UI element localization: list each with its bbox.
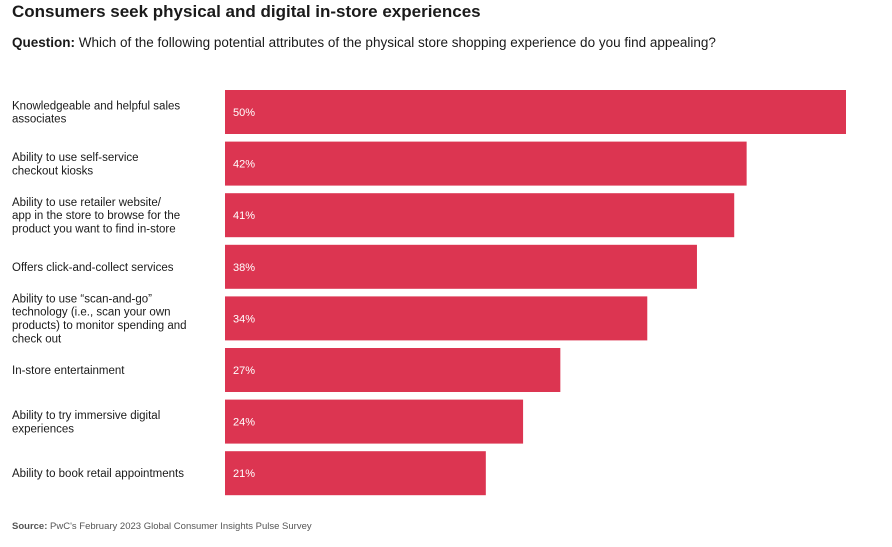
- bar-value-label: 27%: [233, 365, 255, 377]
- question-line: Question: Which of the following potenti…: [12, 35, 716, 50]
- bar-value-label: 38%: [233, 262, 255, 274]
- question-text: Which of the following potential attribu…: [78, 35, 716, 50]
- question-label: Question:: [12, 35, 75, 50]
- bar-value-label: 24%: [233, 417, 255, 429]
- bar: [225, 451, 486, 496]
- bar-value-label: 50%: [233, 107, 255, 119]
- category-label: Ability to use self-service checkout kios…: [12, 152, 139, 177]
- source-text: PwC's February 2023 Global Consumer Insi…: [50, 521, 312, 532]
- category-label: Offers click-and-collect services: [12, 262, 174, 274]
- bar: [225, 141, 747, 186]
- category-label: Ability to book retail appointments: [12, 468, 184, 480]
- bar-value-label: 21%: [233, 468, 255, 480]
- bar: [225, 193, 735, 238]
- bar: [225, 348, 561, 392]
- bar: [225, 90, 846, 134]
- bar-value-label: 34%: [233, 313, 255, 325]
- source-label: Source:: [12, 521, 48, 532]
- bar: [225, 244, 697, 289]
- bar: [225, 399, 524, 444]
- category-label: Ability to try immersive digital experien…: [12, 410, 160, 435]
- category-label: In-store entertainment: [12, 365, 125, 377]
- category-label: Ability to use retailer website/app in t…: [12, 197, 180, 236]
- category-label: Knowledgeable and helpful sales associate…: [12, 100, 180, 125]
- bar: [225, 296, 648, 341]
- bar-value-label: 42%: [233, 159, 255, 171]
- chart-title: Consumers seek physical and digital in-s…: [12, 2, 481, 21]
- category-label: Ability to use “scan-and-go” technology (…: [12, 293, 187, 345]
- source-note: Source: PwC's February 2023 Global Consu…: [12, 521, 312, 532]
- bar-value-label: 41%: [233, 210, 255, 222]
